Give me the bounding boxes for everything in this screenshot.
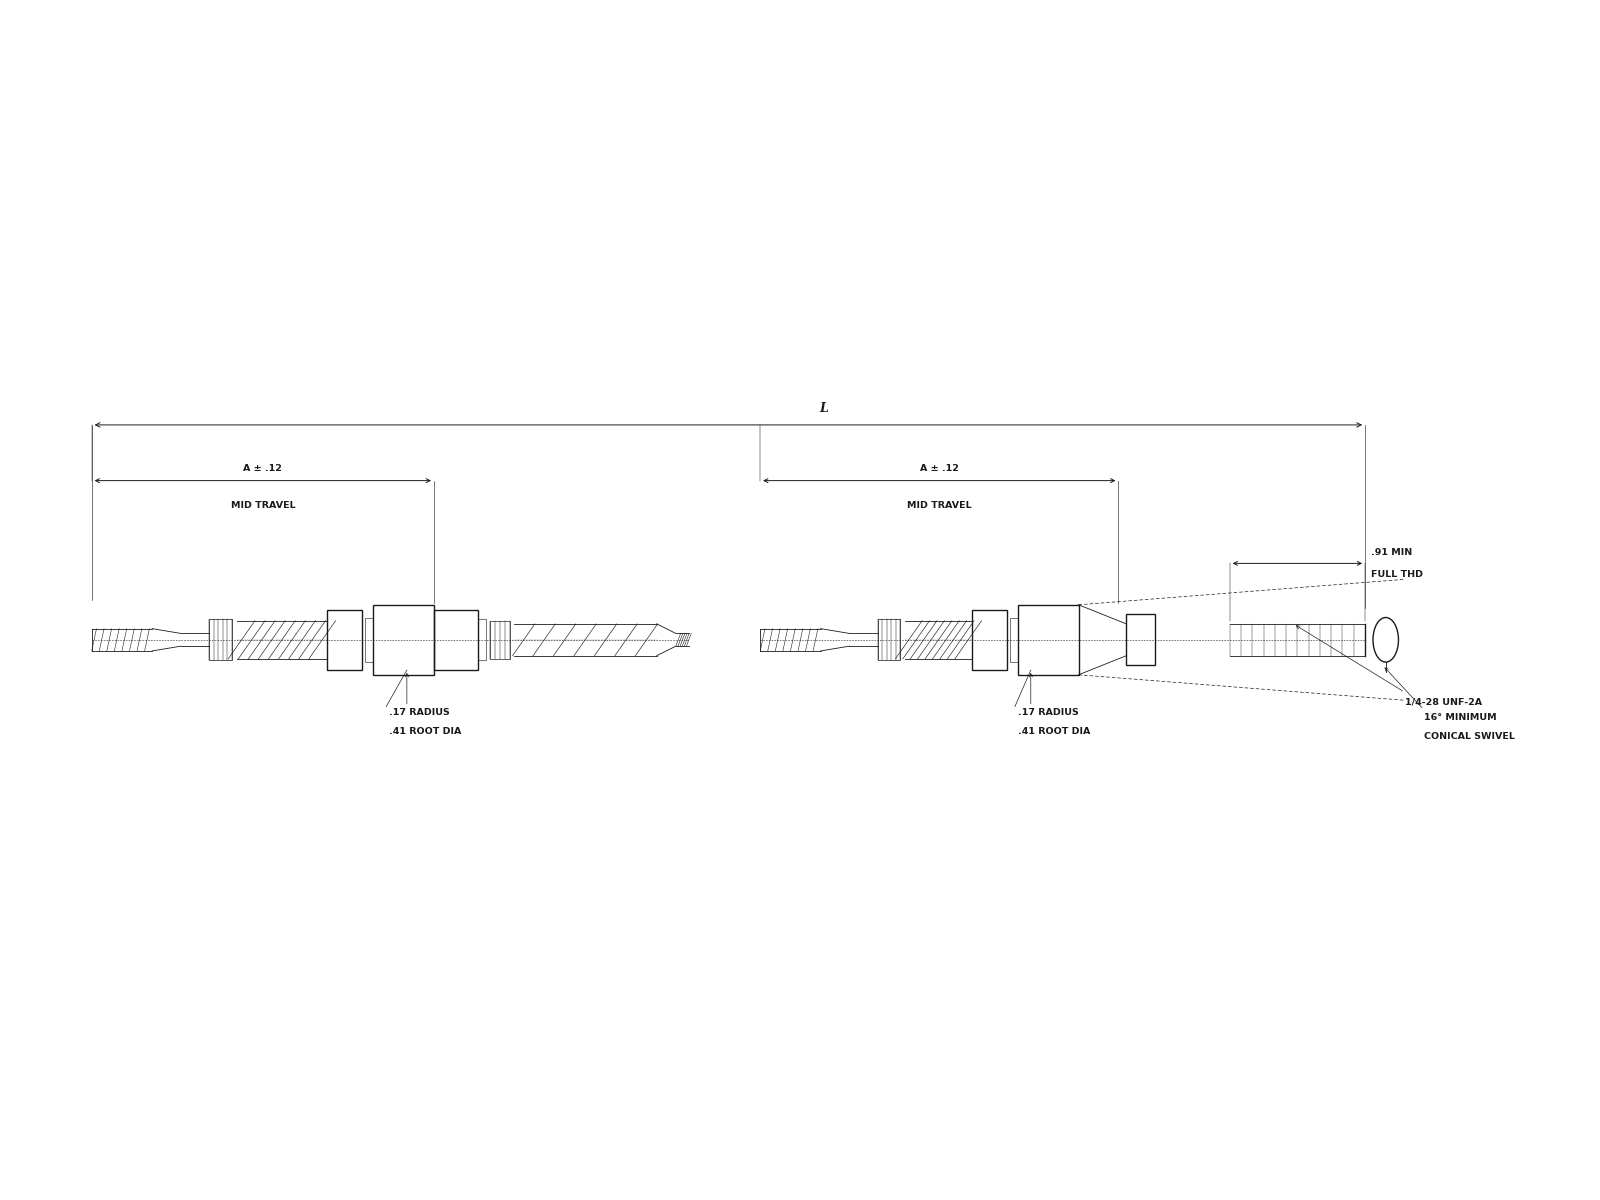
Text: CONICAL SWIVEL: CONICAL SWIVEL <box>1424 732 1515 742</box>
Text: A ± .12: A ± .12 <box>920 463 958 473</box>
Text: .41 ROOT DIA: .41 ROOT DIA <box>1018 727 1091 737</box>
Text: .17 RADIUS: .17 RADIUS <box>1018 708 1078 718</box>
Text: 1/4-28 UNF-2A: 1/4-28 UNF-2A <box>1405 697 1482 706</box>
Text: A ± .12: A ± .12 <box>243 463 282 473</box>
Text: L: L <box>819 402 829 415</box>
Text: MID TRAVEL: MID TRAVEL <box>907 502 971 510</box>
Text: .91 MIN: .91 MIN <box>1371 548 1413 557</box>
Text: MID TRAVEL: MID TRAVEL <box>230 502 294 510</box>
Text: 16° MINIMUM: 16° MINIMUM <box>1424 713 1496 722</box>
Text: .41 ROOT DIA: .41 ROOT DIA <box>389 727 462 737</box>
Text: FULL THD: FULL THD <box>1371 570 1424 578</box>
Text: .17 RADIUS: .17 RADIUS <box>389 708 450 718</box>
